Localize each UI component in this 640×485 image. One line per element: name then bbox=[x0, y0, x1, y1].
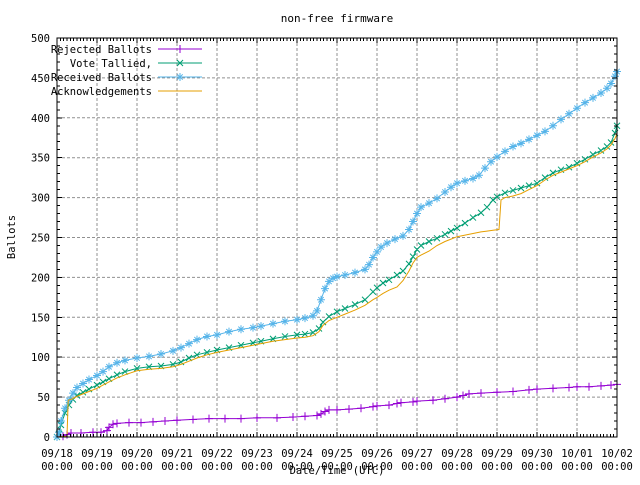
x-tick-label-date: 09/28 bbox=[441, 448, 473, 460]
x-tick-label-time: 00:00 bbox=[81, 461, 113, 473]
x-tick-label-time: 00:00 bbox=[601, 461, 633, 473]
x-tick-label-time: 00:00 bbox=[281, 461, 313, 473]
x-tick-label-time: 00:00 bbox=[161, 461, 193, 473]
x-tick-label-time: 00:00 bbox=[481, 461, 513, 473]
legend-marker-received-ballots bbox=[176, 73, 184, 81]
legend-label-vote-tallied: Vote Tallied, bbox=[70, 58, 152, 70]
x-tick-label-date: 10/01 bbox=[561, 448, 593, 460]
y-tick-label: 250 bbox=[31, 233, 50, 245]
y-tick-label: 200 bbox=[31, 272, 50, 284]
x-tick-label-date: 10/02 bbox=[601, 448, 633, 460]
y-tick-label: 400 bbox=[31, 113, 50, 125]
y-tick-label: 500 bbox=[31, 33, 50, 45]
x-tick-label-time: 00:00 bbox=[521, 461, 553, 473]
y-tick-label: 450 bbox=[31, 73, 50, 85]
legend-marker-vote-tallied bbox=[176, 59, 184, 67]
series-line-acknowledgements bbox=[56, 133, 618, 438]
x-tick-label-date: 09/30 bbox=[521, 448, 553, 460]
data-series bbox=[53, 67, 621, 441]
tick-labels: 09/1800:0009/1900:0009/2000:0009/2100:00… bbox=[31, 33, 633, 473]
x-tick-label-date: 09/27 bbox=[401, 448, 433, 460]
x-tick-label-time: 00:00 bbox=[201, 461, 233, 473]
x-tick-label-date: 09/23 bbox=[241, 448, 273, 460]
y-tick-label: 50 bbox=[37, 392, 50, 404]
legend-marker-rejected-ballots bbox=[176, 45, 184, 53]
x-tick-label-date: 09/24 bbox=[281, 448, 313, 460]
x-tick-label-date: 09/20 bbox=[121, 448, 153, 460]
chart-title: non-free firmware bbox=[281, 12, 394, 25]
y-tick-label: 150 bbox=[31, 312, 50, 324]
x-tick-label-time: 00:00 bbox=[241, 461, 273, 473]
y-tick-label: 100 bbox=[31, 352, 50, 364]
x-tick-label-time: 00:00 bbox=[321, 461, 353, 473]
x-tick-label-time: 00:00 bbox=[361, 461, 393, 473]
x-tick-label-date: 09/19 bbox=[81, 448, 113, 460]
x-tick-label-date: 09/22 bbox=[201, 448, 233, 460]
x-tick-label-date: 09/18 bbox=[41, 448, 73, 460]
x-tick-label-time: 00:00 bbox=[441, 461, 473, 473]
axes-frame bbox=[56, 37, 618, 438]
legend-label-acknowledgements: Acknowledgements bbox=[51, 86, 152, 98]
y-tick-label: 0 bbox=[44, 432, 50, 444]
x-tick-label-date: 09/21 bbox=[161, 448, 193, 460]
x-tick-label-time: 00:00 bbox=[561, 461, 593, 473]
x-tick-label-time: 00:00 bbox=[41, 461, 73, 473]
legend-label-received-ballots: Received Ballots bbox=[51, 72, 152, 84]
legend-label-rejected-ballots: Rejected Ballots bbox=[51, 44, 152, 56]
x-tick-label-date: 09/25 bbox=[321, 448, 353, 460]
y-tick-label: 350 bbox=[31, 153, 50, 165]
y-tick-label: 300 bbox=[31, 193, 50, 205]
x-axis-label: Date/Time (UTC) bbox=[290, 465, 385, 477]
x-tick-label-date: 09/29 bbox=[481, 448, 513, 460]
x-tick-label-time: 00:00 bbox=[401, 461, 433, 473]
y-axis-label: Ballots bbox=[6, 215, 18, 259]
x-tick-label-date: 09/26 bbox=[361, 448, 393, 460]
x-tick-label-time: 00:00 bbox=[121, 461, 153, 473]
axis-ticks bbox=[56, 37, 618, 438]
legend: Rejected Ballots Vote Tallied, Received Ba… bbox=[51, 44, 202, 98]
